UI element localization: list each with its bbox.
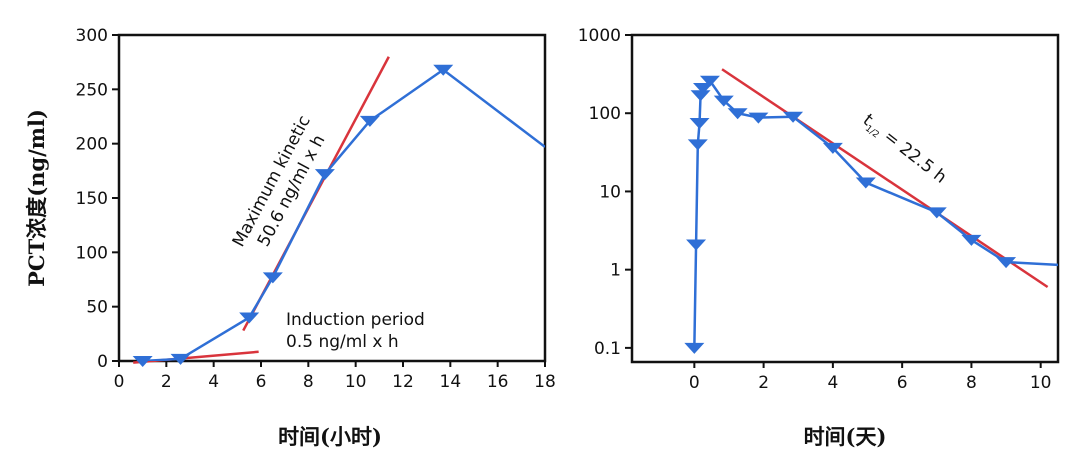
- data-point-marker: [262, 272, 283, 284]
- data-point-marker: [783, 111, 804, 123]
- data-point-marker: [359, 115, 380, 127]
- data-point-marker: [689, 117, 710, 129]
- y-tick-label: 1000: [578, 26, 621, 46]
- x-tick-label: 4: [208, 372, 219, 392]
- data-point-marker: [822, 142, 843, 154]
- data-point-marker: [686, 239, 707, 251]
- data-point-marker: [713, 95, 734, 107]
- data-point-marker: [684, 342, 705, 354]
- y-tick-label: 100: [589, 104, 621, 124]
- data-point-marker: [961, 234, 982, 246]
- x-tick-label: 16: [487, 372, 509, 392]
- x-tick-label: 2: [758, 373, 769, 393]
- y-tick-label: 200: [76, 135, 108, 155]
- x-axis-label-right: 时间(天): [804, 424, 887, 449]
- x-tick-label: 8: [966, 373, 977, 393]
- series-line: [693, 78, 1058, 348]
- x-tick-label: 10: [345, 372, 367, 392]
- data-point-marker: [132, 356, 153, 367]
- data-point-marker: [926, 207, 947, 219]
- x-tick-label: 4: [827, 373, 838, 393]
- data-point-marker: [239, 312, 260, 324]
- x-tick-label: 6: [256, 372, 267, 392]
- y-tick-label: 100: [76, 243, 108, 263]
- x-tick-label: 10: [1030, 373, 1052, 393]
- data-point-marker: [690, 90, 711, 102]
- x-tick-label: 0: [114, 372, 125, 392]
- data-point-marker: [693, 83, 713, 95]
- x-tick-label: 0: [689, 373, 700, 393]
- y-axis-label-left: PCT浓度(ng/ml): [24, 109, 49, 287]
- x-tick-label: 8: [303, 372, 314, 392]
- left-chart: 0 2 4 6 8 10 12 14 16 18 0 50 100 150 200 250 300: [76, 26, 556, 392]
- y-tick-label: 300: [76, 26, 108, 46]
- data-point-marker: [687, 139, 708, 151]
- y-tick-label: 50: [86, 298, 108, 318]
- y-tick-label: 250: [76, 80, 108, 100]
- series-line: [142, 68, 545, 361]
- x-tick-label: 6: [897, 373, 908, 393]
- data-point-marker: [433, 64, 454, 76]
- y-tick-label: 150: [76, 189, 108, 209]
- annotation-half-life: t1/2 = 22.5 h: [858, 110, 951, 189]
- data-point-marker: [699, 75, 720, 87]
- data-point-marker: [170, 353, 191, 365]
- x-tick-label: 14: [440, 372, 462, 392]
- data-point-marker: [996, 257, 1017, 269]
- y-tick-label: 0.1: [594, 339, 621, 359]
- fit-line: [721, 68, 1049, 289]
- y-tick-label: 1: [610, 261, 621, 281]
- x-tick-label: 12: [392, 372, 414, 392]
- x-tick-label: 18: [534, 372, 556, 392]
- y-tick-label: 10: [599, 182, 621, 202]
- data-point-marker: [748, 112, 769, 124]
- data-point-marker: [727, 108, 748, 120]
- x-axis-label-left: 时间(小时): [278, 424, 382, 449]
- y-tick-label: 0: [97, 352, 108, 372]
- right-chart: 0 2 4 6 8 10 0.1 1 10 100 1000: [578, 26, 1060, 393]
- data-point-marker: [314, 169, 335, 181]
- plot-frame: [630, 33, 1060, 364]
- annotation-induction-2: 0.5 ng/ml x h: [286, 332, 399, 352]
- annotation-induction-1: Induction period: [286, 310, 425, 330]
- x-tick-label: 2: [161, 372, 172, 392]
- data-point-marker: [855, 177, 876, 189]
